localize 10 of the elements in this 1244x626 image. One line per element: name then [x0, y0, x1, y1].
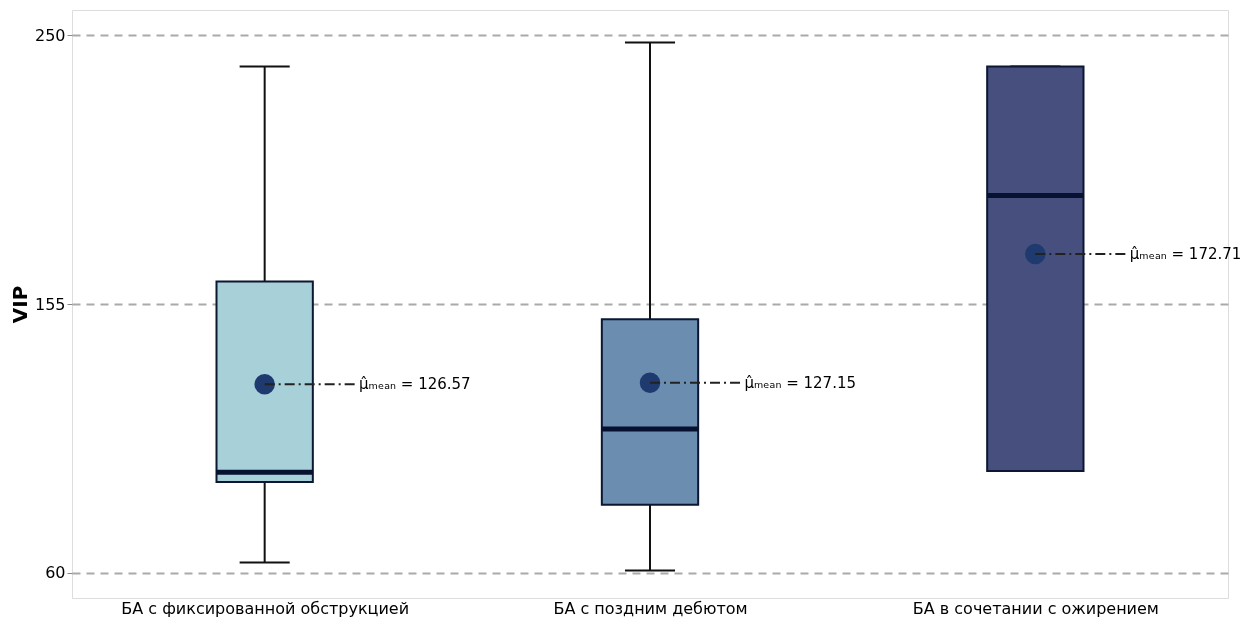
annotation: μ̂ₘₑₐₙ = 172.71: [1129, 244, 1242, 263]
x-tick-label: БА с поздним дебютом: [553, 598, 748, 618]
x-tick-label: БА в сочетании с ожирением: [912, 598, 1159, 618]
annotation: μ̂ₘₑₐₙ = 126.57: [359, 375, 471, 394]
y-axis-title: VIP: [7, 285, 32, 324]
x-tick-label: БА с фиксированной обструкцией: [121, 598, 410, 618]
y-tick-label: 250: [34, 25, 66, 45]
annotation: μ̂ₘₑₐₙ = 127.15: [744, 373, 856, 392]
y-tick-label: 155: [34, 294, 66, 314]
y-tick-label: 60: [45, 563, 66, 583]
